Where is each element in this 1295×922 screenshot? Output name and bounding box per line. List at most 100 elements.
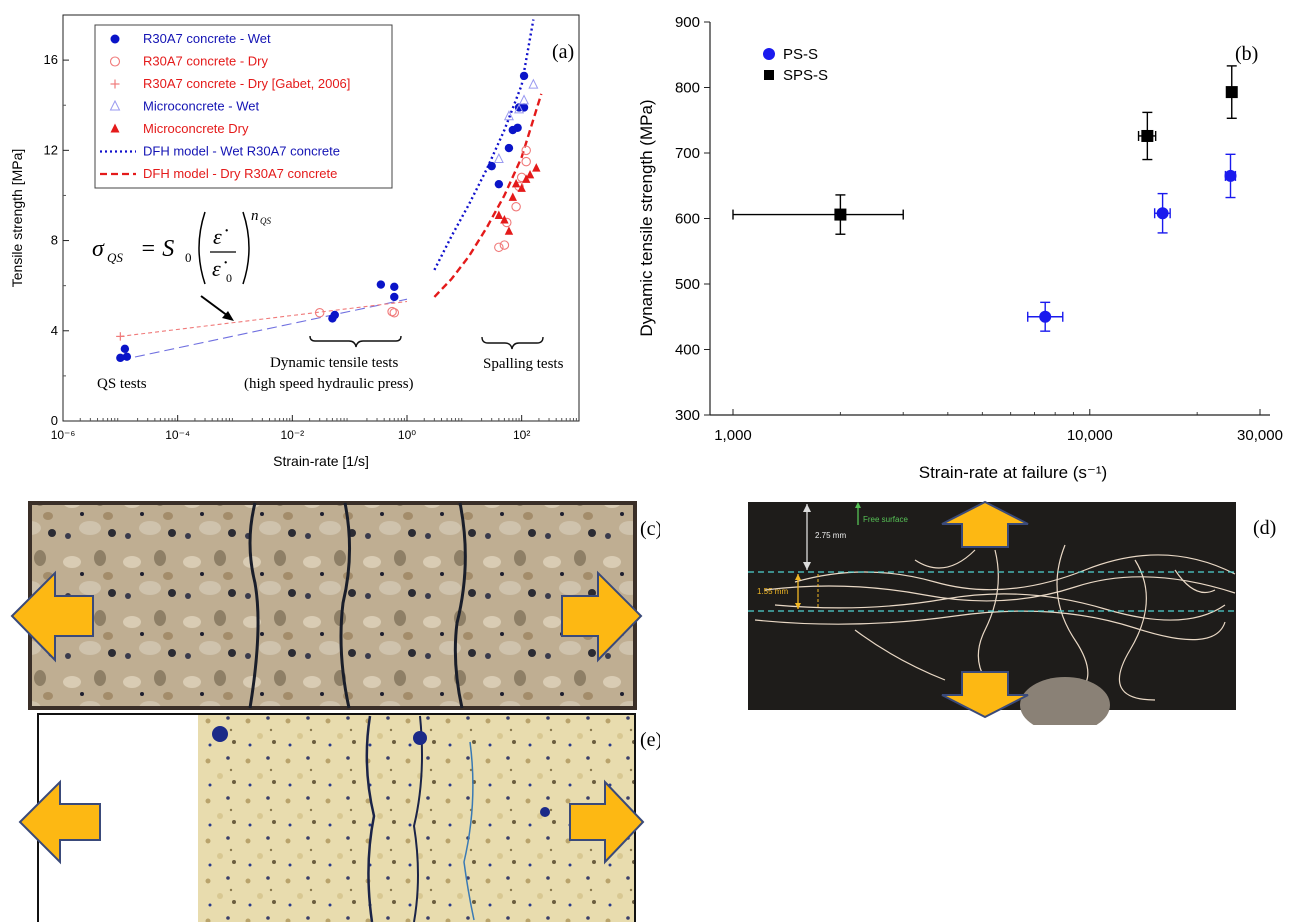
y-tick-label-b: 400 xyxy=(675,342,700,359)
legend-label-a: R30A7 concrete - Wet xyxy=(143,31,271,46)
data-point-a xyxy=(122,352,132,361)
y-tick-label-b: 300 xyxy=(675,407,700,424)
brace-dynamic xyxy=(309,335,402,348)
data-point-a xyxy=(494,210,504,219)
x-tick-label-a: 10² xyxy=(513,428,530,442)
data-point-a xyxy=(508,192,517,201)
brace-spalling xyxy=(481,336,544,350)
dim-1-55: 1.55 mm xyxy=(757,587,788,596)
data-point-a xyxy=(494,242,504,253)
legend-marker-a xyxy=(109,99,121,111)
data-point-a xyxy=(521,145,531,156)
photo-c: (c) xyxy=(10,501,660,710)
data-point-a xyxy=(314,307,325,318)
data-point-a xyxy=(487,161,496,171)
photo-c-label: (c) xyxy=(640,518,660,540)
free-surface-label: Free surface xyxy=(863,515,908,524)
data-point-a xyxy=(525,169,535,179)
legend-marker-a xyxy=(110,79,120,89)
svg-text:n: n xyxy=(251,208,259,224)
data-point-a xyxy=(389,307,400,318)
data-point-a xyxy=(120,344,130,354)
annotation-qs-tests: QS tests xyxy=(97,376,147,392)
chart-a-legend: R30A7 concrete - Wet R30A7 concrete - Dry… xyxy=(94,24,393,189)
legend-marker-a xyxy=(109,56,121,67)
y-tick-label-a: 16 xyxy=(44,52,58,67)
legend-label-a: Microconcrete - Wet xyxy=(143,99,259,114)
data-point-a xyxy=(504,143,514,153)
crack-e1 xyxy=(365,715,376,922)
data-point-a xyxy=(519,94,530,105)
data-point-a xyxy=(514,103,525,114)
chart-b-xlabel: Strain-rate at failure (s⁻¹) xyxy=(919,463,1107,482)
chart-a-xlabel: Strain-rate [1/s] xyxy=(273,453,369,469)
photo-e: (e) xyxy=(18,713,660,922)
x-tick-label-a: 10⁰ xyxy=(398,428,416,442)
arrow-left-icon xyxy=(10,570,94,663)
crack-c1 xyxy=(248,502,260,709)
formula-qs: σ QS = S 0 ε̇ ε̇ 0 n QS xyxy=(92,208,271,285)
data-point-a xyxy=(387,306,397,317)
chart-a-panel-label: (a) xyxy=(552,41,574,63)
y-tick-label-b: 500 xyxy=(675,276,700,293)
legend-marker-b xyxy=(764,70,774,80)
data-point-a xyxy=(500,215,509,224)
data-point-a xyxy=(504,226,514,235)
y-tick-label-b: 900 xyxy=(675,14,700,31)
svg-text:QS: QS xyxy=(260,216,271,226)
chart-a-ylabel: Tensile strength [MPa] xyxy=(9,149,25,288)
data-point-b xyxy=(1225,65,1238,119)
crack-c3 xyxy=(453,502,467,709)
model-line xyxy=(120,300,408,337)
legend-label-b: PS-S xyxy=(783,46,818,63)
legend-marker-a xyxy=(110,123,120,133)
y-tick-label-b: 700 xyxy=(675,145,700,162)
data-point-a xyxy=(519,103,529,112)
aggregate-d xyxy=(1020,677,1110,725)
data-point-a xyxy=(511,178,521,188)
data-point-b xyxy=(1153,192,1171,234)
data-point-a xyxy=(511,201,521,212)
svg-text:0: 0 xyxy=(185,250,192,265)
svg-text:ε̇: ε̇ xyxy=(213,224,229,249)
data-point-a xyxy=(532,163,541,172)
data-point-b xyxy=(732,194,904,235)
legend-label-a: Microconcrete Dry xyxy=(143,121,249,136)
data-point-a xyxy=(390,282,399,291)
crack-e2 xyxy=(412,715,423,922)
chart-b-panel-label: (b) xyxy=(1235,43,1258,65)
svg-text:= S: = S xyxy=(140,236,174,262)
annotation-dynamic-press: (high speed hydraulic press) xyxy=(244,376,414,392)
annotation-dynamic-tests: Dynamic tensile tests xyxy=(270,355,398,371)
data-point-a xyxy=(528,78,539,89)
chart-b-ylabel: Dynamic tensile strength (MPa) xyxy=(637,99,656,336)
x-tick-label-a: 10⁻² xyxy=(280,428,304,442)
data-point-a xyxy=(513,123,522,132)
data-point-a xyxy=(116,332,125,341)
photo-d: 2.75 mm 1.55 mm Free surface (d) xyxy=(748,500,1276,725)
formula-arrow xyxy=(200,295,234,321)
data-point-b xyxy=(1224,153,1237,199)
arrow-down-icon xyxy=(941,671,1029,719)
svg-text:QS: QS xyxy=(107,250,123,265)
arrow-right-icon-e xyxy=(569,779,645,865)
arrow-right-icon xyxy=(561,570,643,663)
chart-b-legend: PS-S SPS-S xyxy=(763,46,828,84)
annotation-spalling: Spalling tests xyxy=(483,356,564,372)
crack-c2 xyxy=(339,502,352,709)
data-point-a xyxy=(376,280,386,289)
photo-e-label: (e) xyxy=(640,729,660,751)
chart-b: 1,000 10,000 30,000 300 400 500 600 700 800 900 P… xyxy=(637,14,1283,482)
legend-label-a: R30A7 concrete - Dry [Gabet, 2006] xyxy=(143,76,350,91)
data-point-a xyxy=(521,156,531,167)
data-point-a xyxy=(494,179,504,189)
y-tick-label-a: 4 xyxy=(51,323,58,338)
legend-label-a: DFH model - Dry R30A7 concrete xyxy=(143,166,337,181)
arrow-up-icon xyxy=(941,500,1029,548)
y-tick-label-b: 800 xyxy=(675,80,700,97)
arrow-left-icon-e xyxy=(18,779,101,865)
y-tick-label-a: 0 xyxy=(51,413,58,428)
data-point-a xyxy=(522,174,531,183)
legend-label-a: DFH model - Wet R30A7 concrete xyxy=(143,144,340,159)
svg-text:0: 0 xyxy=(226,271,232,285)
